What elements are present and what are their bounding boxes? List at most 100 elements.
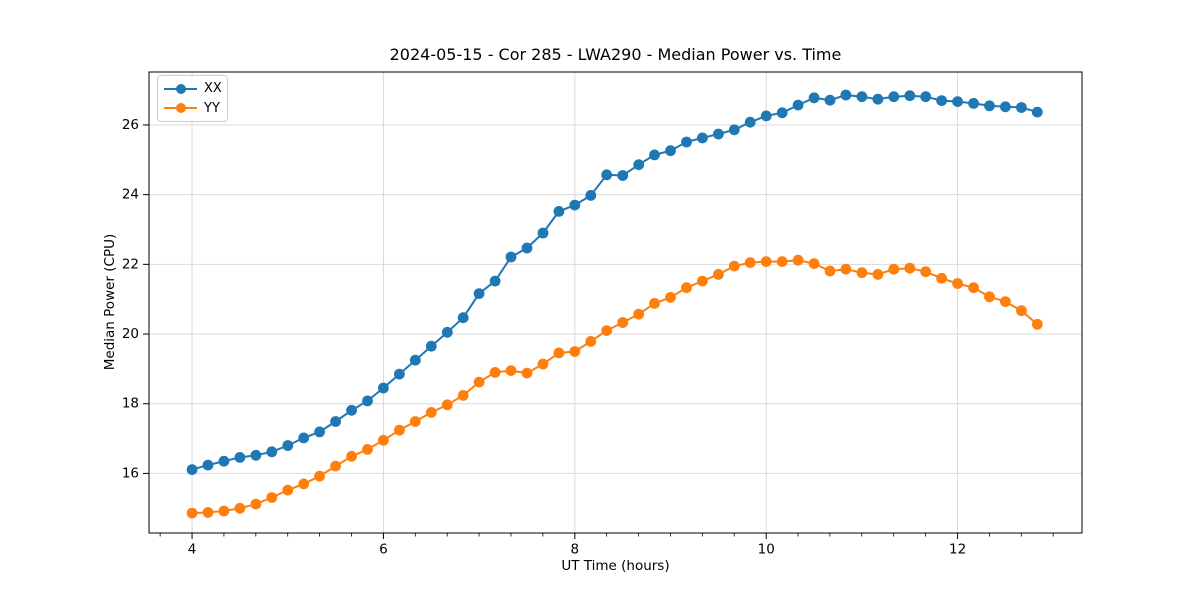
- data-point-XX: [1031, 106, 1043, 118]
- data-point-YY: [394, 424, 405, 436]
- data-point-XX: [409, 354, 421, 366]
- data-point-YY: [1000, 296, 1011, 307]
- data-point-YY: [282, 484, 294, 496]
- data-point-YY: [569, 346, 581, 357]
- data-point-YY: [872, 269, 884, 280]
- data-point-XX: [920, 91, 932, 103]
- data-point-YY: [792, 254, 804, 266]
- plot-area: [149, 72, 1082, 533]
- series-YY: [186, 254, 1043, 519]
- data-point-XX: [728, 124, 740, 136]
- data-point-YY: [537, 358, 549, 370]
- data-point-XX: [601, 169, 613, 181]
- x-tick-label: 4: [188, 542, 197, 558]
- data-point-YY: [425, 407, 437, 418]
- data-point-YY: [505, 365, 517, 376]
- grid: [149, 72, 1082, 533]
- data-point-XX: [760, 110, 772, 122]
- data-point-YY: [888, 263, 900, 275]
- data-point-YY: [968, 282, 979, 294]
- data-point-XX: [314, 426, 325, 438]
- y-tick-label: 26: [122, 117, 139, 133]
- data-point-YY: [489, 367, 501, 378]
- data-point-XX: [824, 94, 836, 106]
- y-tick-label: 16: [122, 465, 139, 481]
- data-point-XX: [553, 206, 565, 217]
- data-point-YY: [521, 367, 533, 379]
- data-point-XX: [266, 446, 278, 458]
- data-point-YY: [681, 282, 692, 294]
- x-tick-label: 6: [379, 542, 388, 558]
- data-point-XX: [872, 93, 884, 105]
- data-point-YY: [202, 507, 214, 518]
- data-point-YY: [1016, 305, 1027, 317]
- data-point-XX: [202, 459, 214, 471]
- data-point-XX: [394, 368, 405, 380]
- legend: XX YY: [157, 75, 228, 122]
- data-point-XX: [681, 136, 692, 148]
- data-point-XX: [952, 96, 963, 107]
- data-point-XX: [218, 455, 230, 467]
- y-tick-label: 18: [122, 396, 139, 412]
- y-tick-label: 24: [122, 187, 139, 203]
- data-point-XX: [362, 395, 373, 407]
- data-point-YY: [760, 256, 772, 267]
- data-point-XX: [840, 89, 852, 101]
- x-tick-label: 8: [571, 542, 580, 558]
- data-point-XX: [1016, 102, 1027, 113]
- data-point-XX: [984, 100, 995, 112]
- data-point-XX: [489, 275, 501, 287]
- data-point-XX: [282, 440, 294, 451]
- data-point-XX: [585, 190, 597, 201]
- x-tick-label: 12: [949, 542, 966, 558]
- data-point-YY: [649, 298, 660, 309]
- data-point-XX: [792, 99, 804, 111]
- data-point-YY: [1031, 318, 1043, 330]
- data-point-XX: [617, 170, 629, 181]
- data-point-YY: [713, 269, 724, 280]
- data-point-YY: [952, 278, 963, 289]
- legend-line-marker-icon: [164, 83, 197, 94]
- data-point-YY: [776, 256, 788, 267]
- data-point-XX: [569, 199, 581, 211]
- axes: 4 6 8 10 12 16 18 20 22 24 26: [122, 71, 1083, 558]
- data-point-YY: [441, 399, 453, 411]
- data-point-XX: [856, 91, 868, 103]
- data-point-YY: [665, 292, 676, 303]
- data-point-YY: [314, 470, 325, 482]
- x-axis: 4 6 8 10 12: [159, 533, 1054, 558]
- data-point-XX: [521, 242, 533, 254]
- data-point-YY: [697, 275, 708, 287]
- data-point-XX: [697, 132, 708, 144]
- data-point-YY: [409, 416, 421, 427]
- data-point-YY: [856, 267, 868, 279]
- data-point-XX: [441, 326, 453, 338]
- data-point-YY: [808, 258, 820, 269]
- data-point-XX: [457, 312, 469, 324]
- data-point-XX: [330, 416, 341, 427]
- data-point-YY: [904, 262, 916, 274]
- data-point-XX: [904, 90, 916, 102]
- chart-title: 2024-05-15 - Cor 285 - LWA290 - Median P…: [389, 45, 842, 64]
- data-point-YY: [234, 502, 246, 514]
- data-point-YY: [936, 272, 947, 284]
- data-point-XX: [1000, 101, 1011, 113]
- data-point-YY: [920, 266, 932, 278]
- data-point-YY: [346, 450, 357, 462]
- data-point-XX: [649, 149, 660, 161]
- data-point-YY: [457, 390, 469, 401]
- data-point-XX: [633, 159, 645, 171]
- data-point-YY: [840, 263, 852, 275]
- data-point-YY: [728, 260, 740, 272]
- data-point-YY: [298, 478, 310, 490]
- data-point-XX: [888, 91, 900, 103]
- data-point-YY: [362, 444, 373, 455]
- y-axis: 16 18 20 22 24 26: [122, 117, 149, 481]
- data-point-XX: [298, 432, 310, 444]
- data-point-XX: [776, 107, 788, 119]
- data-point-YY: [824, 265, 836, 277]
- data-point-YY: [186, 507, 198, 519]
- data-point-XX: [537, 227, 549, 239]
